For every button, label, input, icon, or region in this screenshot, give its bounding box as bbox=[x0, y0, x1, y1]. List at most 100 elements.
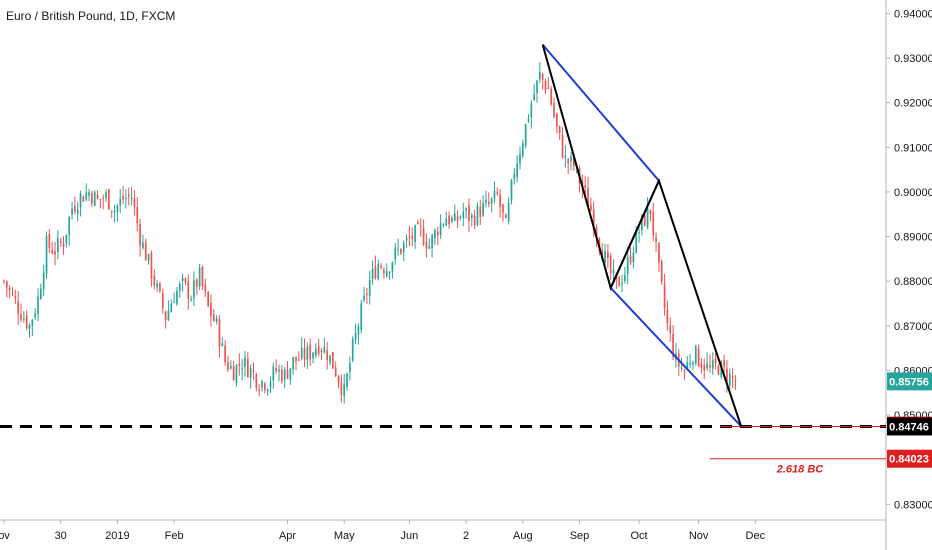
candle-body bbox=[40, 288, 42, 299]
candle-body bbox=[541, 74, 544, 80]
candle-body bbox=[360, 303, 363, 330]
candle-body bbox=[130, 197, 133, 200]
candle-body bbox=[567, 158, 570, 164]
candle-body bbox=[428, 246, 431, 249]
candle-body bbox=[346, 373, 348, 388]
candle-body bbox=[74, 206, 76, 212]
price-tag bbox=[887, 449, 932, 468]
candle-body bbox=[683, 370, 686, 372]
candle-body bbox=[238, 363, 241, 366]
candle-body bbox=[269, 381, 272, 388]
candle-body bbox=[723, 360, 725, 367]
candle-body bbox=[448, 215, 450, 225]
candle-body bbox=[527, 119, 530, 121]
x-tick-label: Dec bbox=[746, 530, 766, 542]
candle-body bbox=[266, 389, 269, 392]
candle-body bbox=[524, 124, 527, 147]
x-tick-label: ov bbox=[0, 530, 10, 542]
candle-body bbox=[363, 295, 365, 301]
candle-body bbox=[207, 291, 209, 306]
candle-body bbox=[573, 157, 575, 166]
candle-body bbox=[295, 356, 297, 362]
candle-body bbox=[377, 263, 380, 279]
price-tag-label: 0.84746 bbox=[889, 421, 929, 433]
candle-body bbox=[156, 283, 158, 288]
price-tag bbox=[887, 417, 932, 436]
candle-body bbox=[17, 301, 20, 314]
candle-body bbox=[76, 209, 79, 214]
candle-body bbox=[419, 225, 422, 227]
candle-body bbox=[116, 205, 119, 212]
candle-body bbox=[487, 201, 490, 204]
candle-body bbox=[195, 279, 198, 288]
candle-body bbox=[300, 347, 303, 358]
candle-body bbox=[709, 365, 711, 368]
candle-body bbox=[635, 230, 638, 253]
candle-body bbox=[37, 296, 39, 314]
candle-body bbox=[340, 382, 343, 395]
candle-body bbox=[658, 242, 660, 263]
candle-body bbox=[99, 198, 102, 200]
candle-body bbox=[646, 207, 649, 228]
candle-body bbox=[263, 383, 266, 391]
candle-body bbox=[694, 346, 697, 364]
candle-body bbox=[561, 134, 564, 158]
candle-body bbox=[125, 197, 127, 199]
candle-body bbox=[451, 217, 453, 222]
candle-body bbox=[544, 80, 547, 91]
candle-body bbox=[144, 242, 147, 261]
candle-body bbox=[119, 199, 122, 206]
candle-body bbox=[133, 198, 136, 207]
candle-body bbox=[638, 232, 640, 234]
candle-body bbox=[82, 196, 85, 202]
candle-body bbox=[624, 275, 626, 281]
candle-body bbox=[297, 359, 300, 361]
candle-body bbox=[181, 277, 184, 281]
candle-body bbox=[337, 376, 340, 383]
candle-body bbox=[555, 113, 558, 127]
candle-body bbox=[587, 187, 589, 208]
candle-body bbox=[734, 380, 737, 382]
candle-body bbox=[241, 368, 243, 370]
candle-body bbox=[173, 302, 175, 304]
candle-body bbox=[329, 355, 331, 364]
candle-body bbox=[496, 192, 499, 194]
candle-body bbox=[439, 222, 442, 236]
candle-body bbox=[71, 208, 73, 215]
candle-body bbox=[201, 267, 204, 287]
candle-body bbox=[411, 235, 414, 239]
candle-body bbox=[349, 362, 351, 373]
candle-body bbox=[462, 211, 465, 218]
candle-body bbox=[88, 192, 90, 196]
candle-body bbox=[397, 248, 399, 250]
candle-body bbox=[371, 268, 374, 279]
candle-body bbox=[235, 365, 238, 384]
candle-body bbox=[513, 173, 516, 180]
candle-body bbox=[286, 369, 289, 379]
candle-body bbox=[422, 228, 425, 245]
candle-body bbox=[278, 369, 280, 372]
candle-body bbox=[193, 280, 195, 299]
candle-body bbox=[400, 248, 402, 254]
candle-body bbox=[649, 209, 652, 214]
candle-body bbox=[246, 358, 249, 378]
candle-body bbox=[470, 215, 473, 219]
candle-body bbox=[280, 369, 283, 382]
candle-body bbox=[312, 352, 314, 359]
candle-body bbox=[493, 190, 496, 199]
candle-body bbox=[102, 198, 105, 200]
candle-body bbox=[204, 284, 207, 292]
candle-body bbox=[292, 357, 295, 370]
candle-body bbox=[521, 143, 524, 156]
candle-body bbox=[34, 313, 37, 318]
candle-body bbox=[224, 345, 226, 363]
candle-body bbox=[731, 375, 734, 378]
candle-body bbox=[570, 156, 572, 162]
candle-body bbox=[436, 231, 439, 236]
candle-body bbox=[499, 194, 501, 208]
candle-body bbox=[417, 222, 419, 225]
candle-body bbox=[726, 368, 728, 383]
candle-body bbox=[91, 193, 93, 204]
y-tick-label: 0.88000 bbox=[894, 276, 932, 288]
